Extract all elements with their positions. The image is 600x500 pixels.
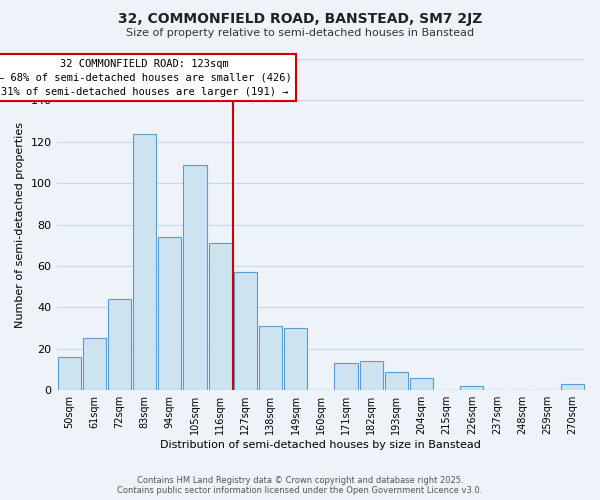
Bar — [234, 272, 257, 390]
Bar — [133, 134, 156, 390]
Bar — [158, 237, 181, 390]
Bar — [259, 326, 282, 390]
Text: Contains HM Land Registry data © Crown copyright and database right 2025.
Contai: Contains HM Land Registry data © Crown c… — [118, 476, 482, 495]
Bar — [83, 338, 106, 390]
Bar — [58, 357, 80, 390]
Bar — [108, 299, 131, 390]
Text: 32 COMMONFIELD ROAD: 123sqm
← 68% of semi-detached houses are smaller (426)
31% : 32 COMMONFIELD ROAD: 123sqm ← 68% of sem… — [0, 58, 292, 96]
Bar — [284, 328, 307, 390]
Bar — [184, 164, 206, 390]
Y-axis label: Number of semi-detached properties: Number of semi-detached properties — [15, 122, 25, 328]
Text: Size of property relative to semi-detached houses in Banstead: Size of property relative to semi-detach… — [126, 28, 474, 38]
Bar — [209, 243, 232, 390]
Bar — [460, 386, 484, 390]
Bar — [359, 361, 383, 390]
Bar — [410, 378, 433, 390]
Text: 32, COMMONFIELD ROAD, BANSTEAD, SM7 2JZ: 32, COMMONFIELD ROAD, BANSTEAD, SM7 2JZ — [118, 12, 482, 26]
Bar — [385, 372, 408, 390]
Bar — [561, 384, 584, 390]
X-axis label: Distribution of semi-detached houses by size in Banstead: Distribution of semi-detached houses by … — [160, 440, 481, 450]
Bar — [334, 364, 358, 390]
